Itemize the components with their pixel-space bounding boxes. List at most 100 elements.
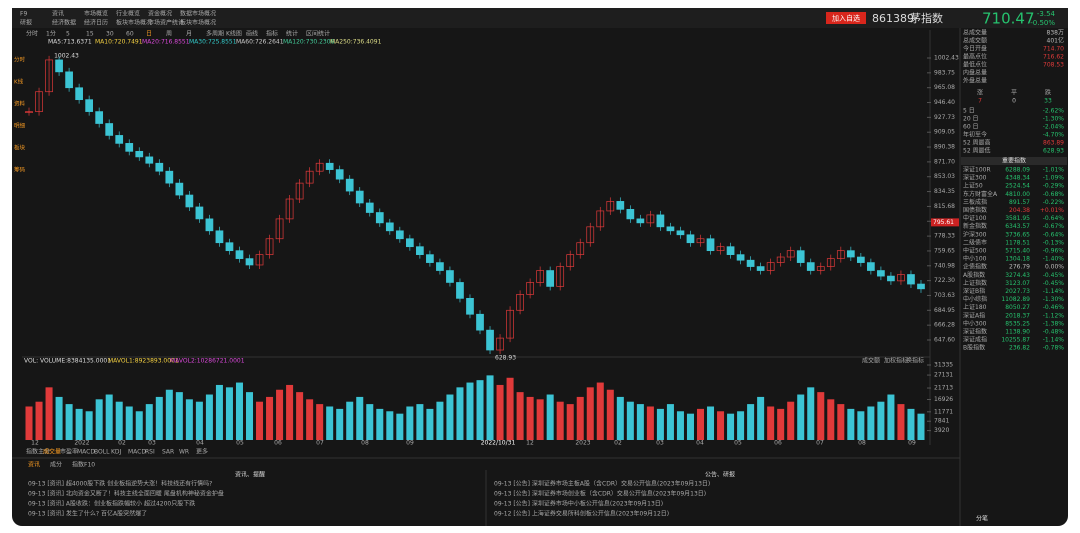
index-name[interactable]: 深证指数 xyxy=(963,328,987,336)
toolbar-item[interactable]: 5 xyxy=(66,31,70,38)
indicator-tab[interactable]: 成交量 xyxy=(43,448,61,456)
index-name[interactable]: 二级债市 xyxy=(963,238,987,246)
indicator-tab[interactable]: MACD xyxy=(128,449,146,456)
toolbar-item[interactable]: 月 xyxy=(186,31,192,38)
menu-item[interactable]: 研报 xyxy=(20,19,32,27)
index-name[interactable]: 深证成指 xyxy=(963,336,987,344)
news-title: 资讯、提醒 xyxy=(235,471,265,479)
bottom-tab[interactable]: 资讯 xyxy=(28,461,40,469)
index-name[interactable]: B股指数 xyxy=(963,344,985,352)
menu-item[interactable]: 资金概况 xyxy=(148,10,172,18)
side-tab[interactable]: 分时 xyxy=(14,56,26,64)
side-tab[interactable]: 资料 xyxy=(14,100,26,108)
menu-item[interactable]: 经济数据 xyxy=(52,19,76,27)
toolbar-item[interactable]: 分时 xyxy=(26,30,38,38)
x-tick-label: 06 xyxy=(774,440,782,447)
toolbar-item[interactable]: 统计 xyxy=(286,30,298,38)
index-name[interactable]: 深证100R xyxy=(963,166,991,174)
toolbar-item[interactable]: 画线 xyxy=(246,30,258,38)
footer-tab[interactable]: 分笔 xyxy=(976,515,988,523)
indicator-tab[interactable]: RSI xyxy=(145,449,155,456)
indicator-tab[interactable]: MACD xyxy=(77,449,95,456)
watch-button-bg[interactable] xyxy=(826,12,866,24)
volume-button[interactable]: 成交额 xyxy=(862,357,880,365)
bottom-tab[interactable]: 指数F10 xyxy=(72,461,95,469)
index-name[interactable]: A股指数 xyxy=(963,271,985,279)
candle-body xyxy=(736,254,745,261)
news-item[interactable]: 09-13 [公告] 深圳证券市场创业板（含CDR）交易公开信息(2023年09… xyxy=(494,490,706,498)
toolbar-item[interactable]: 60 xyxy=(126,31,134,38)
indicator-tab[interactable]: 更多 xyxy=(196,448,208,456)
index-name[interactable]: 中小100 xyxy=(963,255,987,263)
news-item[interactable]: 09-13 [公告] 深圳证券市场主板A股（含CDR）交易公开信息(2023年0… xyxy=(494,480,710,488)
x-tick-label: 07 xyxy=(816,440,824,447)
news-item[interactable]: 09-12 [公告] 上海证券交易所科创板公开信息(2023年09月12日) xyxy=(494,510,669,518)
menu-item[interactable]: 市场概览 xyxy=(84,10,108,18)
indicator-tab[interactable]: SAR xyxy=(162,449,174,456)
side-tab[interactable]: 板块 xyxy=(14,144,26,152)
index-name[interactable]: 上证50 xyxy=(963,182,983,190)
candle-body xyxy=(476,313,484,331)
menu-item[interactable]: 板块市场概况 xyxy=(116,19,152,27)
index-name[interactable]: 三板成指 xyxy=(963,198,987,206)
menu-item[interactable]: 经济日历 xyxy=(84,19,108,27)
index-name[interactable]: 上证指数 xyxy=(963,279,987,287)
volume-button[interactable]: 加权指标 xyxy=(884,357,908,365)
toolbar-item[interactable]: 指标 xyxy=(266,30,278,38)
menu-item[interactable]: 资讯 xyxy=(52,10,64,18)
news-item[interactable]: 09-13 [资讯] A股收跌：创业板指跌幅较小 超过4200只股下跌 xyxy=(28,500,195,508)
indicator-tab[interactable]: 指数主分 xyxy=(26,448,50,456)
toolbar-item[interactable]: K线图 xyxy=(226,30,242,38)
indicator-tab[interactable]: BOLL xyxy=(94,449,110,456)
toolbar-item[interactable]: 多周期 xyxy=(206,30,224,38)
menu-item[interactable]: 数据市场概况 xyxy=(180,10,216,18)
price-tick-label: 983.75 xyxy=(934,69,955,76)
side-tab[interactable]: 明细 xyxy=(14,122,26,130)
toolbar-item[interactable]: 30 xyxy=(106,31,114,38)
indicator-tab[interactable]: WR xyxy=(179,449,189,456)
index-name[interactable]: 深证B指 xyxy=(963,287,985,295)
index-name[interactable]: 中小300 xyxy=(963,319,987,327)
toolbar-item[interactable]: 1分 xyxy=(46,30,56,38)
news-item[interactable]: 09-13 [资讯] 发生了什么? 百亿A股突然爆了 xyxy=(28,510,147,518)
menu-item[interactable]: 板块市场概况 xyxy=(180,19,216,27)
volume-bar xyxy=(65,404,73,440)
index-name[interactable]: 上证180 xyxy=(963,303,987,311)
index-name[interactable]: 企债指数 xyxy=(963,263,987,271)
index-name[interactable]: 中证100 xyxy=(963,214,987,222)
index-pct: -0.64% xyxy=(1043,215,1065,222)
index-name[interactable]: 新金指数 xyxy=(963,222,987,230)
index-name[interactable]: 沪深300 xyxy=(963,230,987,238)
side-tab[interactable]: 筹码 xyxy=(14,166,26,174)
news-item[interactable]: 09-13 [资讯] 超4000股下跌 创业板指逆势大涨！科技线还有行情吗? xyxy=(28,480,212,488)
news-item[interactable]: 09-13 [资讯] 北向资金又断了！科技主线全面回暖 尾盘机构神秘资金护盘 xyxy=(28,490,224,498)
volume-bar xyxy=(747,404,755,440)
indicator-tab[interactable]: KDJ xyxy=(111,449,122,456)
breadth-value: 7 xyxy=(978,98,982,105)
stat-label: 总成交量 xyxy=(963,29,987,37)
menu-item[interactable]: F9 xyxy=(20,11,27,18)
menu-item[interactable]: 行业概览 xyxy=(116,10,140,18)
index-name[interactable]: 中证500 xyxy=(963,247,987,255)
side-tab[interactable]: K线 xyxy=(14,78,24,86)
index-name[interactable]: 东方财富全A xyxy=(963,190,998,198)
index-name[interactable]: 深证A指 xyxy=(963,311,985,319)
toolbar-item[interactable]: 日 xyxy=(146,31,152,38)
volume-bar xyxy=(376,408,384,440)
index-pct: -0.78% xyxy=(1043,345,1065,352)
candle-body xyxy=(456,282,464,299)
index-name[interactable]: 国债指数 xyxy=(963,206,987,214)
toolbar-item[interactable]: 15 xyxy=(86,31,94,38)
bottom-tab[interactable]: 成分 xyxy=(50,461,62,469)
indicator-tab[interactable]: 市盈率 xyxy=(60,448,78,456)
stat-value: 714.70 xyxy=(1043,46,1064,53)
news-item[interactable]: 09-13 [公告] 深圳证券市场中小板公开信息(2023年09月13日) xyxy=(494,500,663,508)
volume-tick-label: 7841 xyxy=(934,418,949,425)
toolbar-item[interactable]: 周 xyxy=(166,31,172,38)
toolbar-item[interactable]: 区间统计 xyxy=(306,30,330,38)
watch-button[interactable]: 加入自选 xyxy=(832,14,860,23)
index-name[interactable]: 中小综指 xyxy=(963,295,987,303)
index-name[interactable]: 深证300 xyxy=(963,174,987,182)
menu-item[interactable]: 市场资产统计 xyxy=(148,19,184,27)
volume-button[interactable]: 换指标 xyxy=(906,357,924,365)
